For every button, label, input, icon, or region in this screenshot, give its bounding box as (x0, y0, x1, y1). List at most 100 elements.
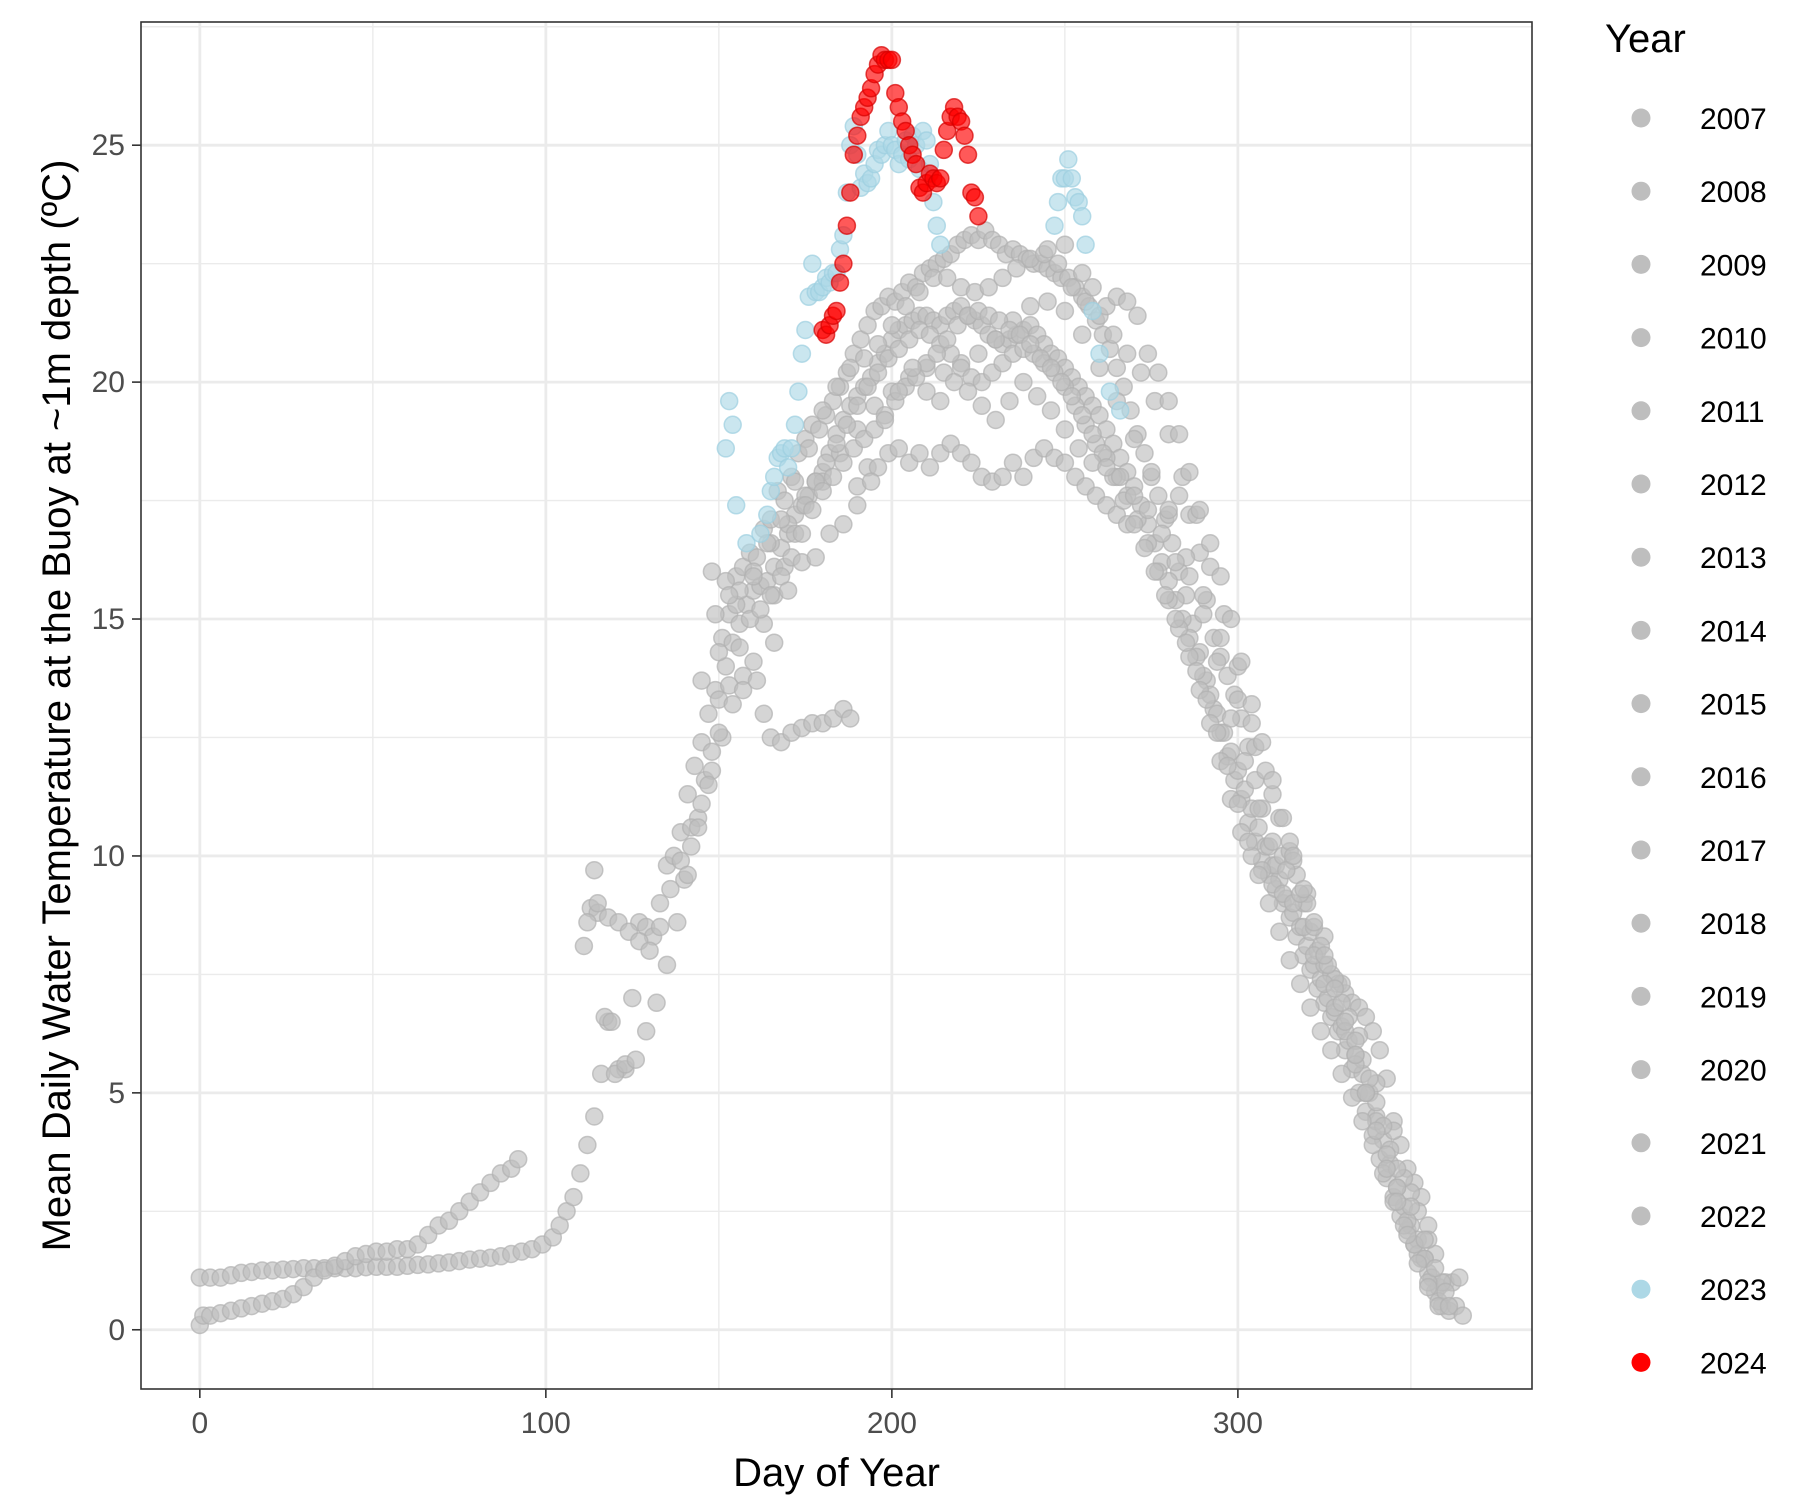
data-point (813, 401, 832, 420)
data-point (709, 723, 729, 742)
data-point (841, 183, 860, 202)
data-point (1045, 216, 1064, 235)
series-2007-2022 (190, 221, 1473, 1335)
legend-key (1631, 328, 1651, 348)
data-point (896, 297, 915, 316)
data-point (931, 391, 950, 411)
data-point (764, 633, 784, 652)
data-point (1263, 832, 1282, 851)
data-point (764, 467, 784, 487)
x-axis-title: Day of Year (733, 1451, 940, 1495)
data-point (1055, 235, 1075, 254)
data-point (778, 458, 798, 477)
data-point (1335, 1012, 1355, 1032)
data-point (1100, 382, 1120, 401)
data-point (1273, 808, 1293, 828)
data-point (1076, 235, 1095, 254)
data-point (944, 372, 964, 392)
data-point (792, 524, 812, 543)
data-point (1200, 533, 1220, 553)
data-point (1021, 334, 1040, 354)
data-point (1062, 169, 1082, 188)
y-tick-label: 5 (108, 1077, 125, 1110)
data-point (692, 671, 711, 690)
data-point (965, 188, 985, 207)
legend-label: 2008 (1700, 176, 1767, 209)
legend-title: Year (1605, 17, 1686, 61)
data-point (1135, 538, 1154, 558)
data-point (1311, 1022, 1331, 1041)
data-point (917, 131, 936, 150)
data-point (848, 396, 867, 416)
data-point (1322, 1040, 1341, 1060)
data-point (564, 1187, 583, 1207)
legend-label: 2024 (1700, 1347, 1767, 1380)
data-point (578, 913, 597, 932)
data-point (709, 642, 729, 662)
data-point (571, 1164, 590, 1183)
data-point (1072, 406, 1092, 425)
data-point (830, 273, 850, 292)
data-point (841, 358, 860, 378)
legend-label: 2016 (1700, 762, 1767, 795)
data-point (1138, 344, 1158, 363)
data-point (636, 1022, 656, 1041)
data-point (678, 865, 697, 885)
data-point (681, 837, 701, 856)
data-point (806, 548, 825, 567)
data-point (744, 652, 763, 671)
data-point (1169, 424, 1189, 444)
data-point (782, 439, 801, 458)
data-point (1356, 1083, 1376, 1103)
data-point (585, 860, 604, 880)
data-point (969, 207, 988, 226)
data-point (1142, 462, 1161, 482)
data-point (1259, 894, 1279, 913)
legend-label: 2017 (1700, 835, 1767, 868)
legend-key (1631, 620, 1651, 640)
series-2024 (813, 45, 988, 344)
data-point (1069, 439, 1088, 458)
data-point (1062, 387, 1082, 406)
y-tick-label: 10 (92, 840, 125, 873)
data-point (1211, 567, 1230, 586)
y-tick-label: 25 (92, 129, 125, 162)
data-point (799, 439, 819, 458)
data-point (1003, 453, 1023, 472)
data-point (1450, 1268, 1469, 1287)
legend-key (1631, 840, 1651, 860)
legend-label: 2009 (1700, 249, 1767, 282)
data-point (861, 472, 881, 491)
data-point (730, 638, 749, 657)
data-point (1221, 609, 1241, 629)
data-point (761, 586, 781, 605)
data-point (803, 500, 822, 520)
data-point (1055, 420, 1075, 439)
data-point (1207, 652, 1227, 671)
y-tick-label: 15 (92, 603, 125, 636)
legend-label: 2011 (1700, 396, 1765, 429)
x-tick-label: 200 (867, 1407, 917, 1440)
data-point (1169, 486, 1189, 506)
data-point (1346, 1045, 1365, 1065)
legend-key (1631, 1279, 1651, 1299)
data-point (733, 680, 753, 700)
legend-key (1631, 1060, 1651, 1080)
data-point (813, 481, 832, 501)
legend-key (1631, 694, 1651, 714)
data-point (937, 268, 957, 288)
data-point (692, 794, 711, 814)
panel-border (140, 21, 1533, 1390)
data-point (827, 301, 846, 321)
data-point (1110, 467, 1130, 487)
data-point (1180, 567, 1199, 586)
data-point (1221, 709, 1241, 728)
data-point (920, 458, 940, 477)
data-point (1124, 429, 1144, 449)
data-point (1242, 695, 1261, 714)
data-point (1270, 922, 1289, 942)
data-point (1159, 391, 1178, 411)
data-point (792, 344, 812, 363)
data-point (803, 254, 822, 273)
